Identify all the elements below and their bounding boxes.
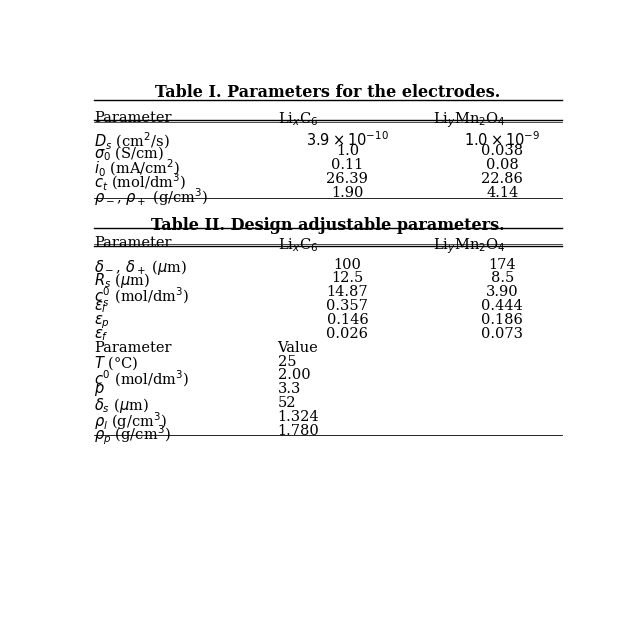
Text: 100: 100 xyxy=(333,258,362,272)
Text: Table I. Parameters for the electrodes.: Table I. Parameters for the electrodes. xyxy=(156,85,500,101)
Text: Value: Value xyxy=(278,341,318,355)
Text: $\epsilon_p$: $\epsilon_p$ xyxy=(94,313,110,331)
Text: 3.3: 3.3 xyxy=(278,382,301,396)
Text: $1.0 \times 10^{-9}$: $1.0 \times 10^{-9}$ xyxy=(464,131,541,149)
Text: $3.9 \times 10^{-10}$: $3.9 \times 10^{-10}$ xyxy=(306,131,388,149)
Text: Parameter: Parameter xyxy=(94,341,172,355)
Text: 4.14: 4.14 xyxy=(486,186,518,200)
Text: $\epsilon_l$: $\epsilon_l$ xyxy=(94,299,107,315)
Text: $p$: $p$ xyxy=(94,382,104,398)
Text: Parameter: Parameter xyxy=(94,111,172,125)
Text: $\rho_l$ (g/cm$^3$): $\rho_l$ (g/cm$^3$) xyxy=(94,410,167,432)
Text: 26.39: 26.39 xyxy=(326,172,368,186)
Text: 0.444: 0.444 xyxy=(481,299,524,313)
Text: 2.00: 2.00 xyxy=(278,369,310,382)
Text: 25: 25 xyxy=(278,355,296,369)
Text: 1.780: 1.780 xyxy=(278,424,319,438)
Text: Li$_y$Mn$_2$O$_4$: Li$_y$Mn$_2$O$_4$ xyxy=(433,236,505,255)
Text: 0.11: 0.11 xyxy=(332,158,364,172)
Text: Li$_x$C$_6$: Li$_x$C$_6$ xyxy=(278,236,318,254)
Text: 1.90: 1.90 xyxy=(331,186,364,200)
Text: $R_s$ ($\mu$m): $R_s$ ($\mu$m) xyxy=(94,272,150,290)
Text: 0.073: 0.073 xyxy=(481,327,524,341)
Text: 0.08: 0.08 xyxy=(486,158,519,172)
Text: 8.5: 8.5 xyxy=(491,272,514,285)
Text: 0.146: 0.146 xyxy=(326,313,368,327)
Text: 12.5: 12.5 xyxy=(332,272,364,285)
Text: $i_0$ (mA/cm$^2$): $i_0$ (mA/cm$^2$) xyxy=(94,158,180,180)
Text: $c_s^0$ (mol/dm$^3$): $c_s^0$ (mol/dm$^3$) xyxy=(94,285,189,309)
Text: $\rho_p$ (g/cm$^3$): $\rho_p$ (g/cm$^3$) xyxy=(94,424,171,447)
Text: $\rho_-$, $\rho_+$ (g/cm$^3$): $\rho_-$, $\rho_+$ (g/cm$^3$) xyxy=(94,186,208,208)
Text: 0.038: 0.038 xyxy=(481,145,524,158)
Text: $\delta_s$ ($\mu$m): $\delta_s$ ($\mu$m) xyxy=(94,396,149,415)
Text: $T$ (°C): $T$ (°C) xyxy=(94,355,138,372)
Text: 52: 52 xyxy=(278,396,296,410)
Text: $\epsilon_f$: $\epsilon_f$ xyxy=(94,327,109,342)
Text: Table II. Design adjustable parameters.: Table II. Design adjustable parameters. xyxy=(151,217,505,233)
Text: $c^0$ (mol/dm$^3$): $c^0$ (mol/dm$^3$) xyxy=(94,369,189,389)
Text: 0.357: 0.357 xyxy=(326,299,368,313)
Text: 174: 174 xyxy=(488,258,516,272)
Text: Parameter: Parameter xyxy=(94,236,172,250)
Text: 1.324: 1.324 xyxy=(278,410,319,424)
Text: $\delta_-$, $\delta_+$ ($\mu$m): $\delta_-$, $\delta_+$ ($\mu$m) xyxy=(94,258,188,277)
Text: $c_t$ (mol/dm$^3$): $c_t$ (mol/dm$^3$) xyxy=(94,172,186,193)
Text: 14.87: 14.87 xyxy=(326,285,368,299)
Text: Li$_x$C$_6$: Li$_x$C$_6$ xyxy=(278,111,318,128)
Text: $D_s$ (cm$^2$/s): $D_s$ (cm$^2$/s) xyxy=(94,131,170,151)
Text: 3.90: 3.90 xyxy=(486,285,518,299)
Text: 0.186: 0.186 xyxy=(481,313,524,327)
Text: 1.0: 1.0 xyxy=(336,145,359,158)
Text: 0.026: 0.026 xyxy=(326,327,369,341)
Text: $\sigma_0$ (S/cm): $\sigma_0$ (S/cm) xyxy=(94,145,164,163)
Text: 22.86: 22.86 xyxy=(481,172,524,186)
Text: Li$_y$Mn$_2$O$_4$: Li$_y$Mn$_2$O$_4$ xyxy=(433,111,505,130)
